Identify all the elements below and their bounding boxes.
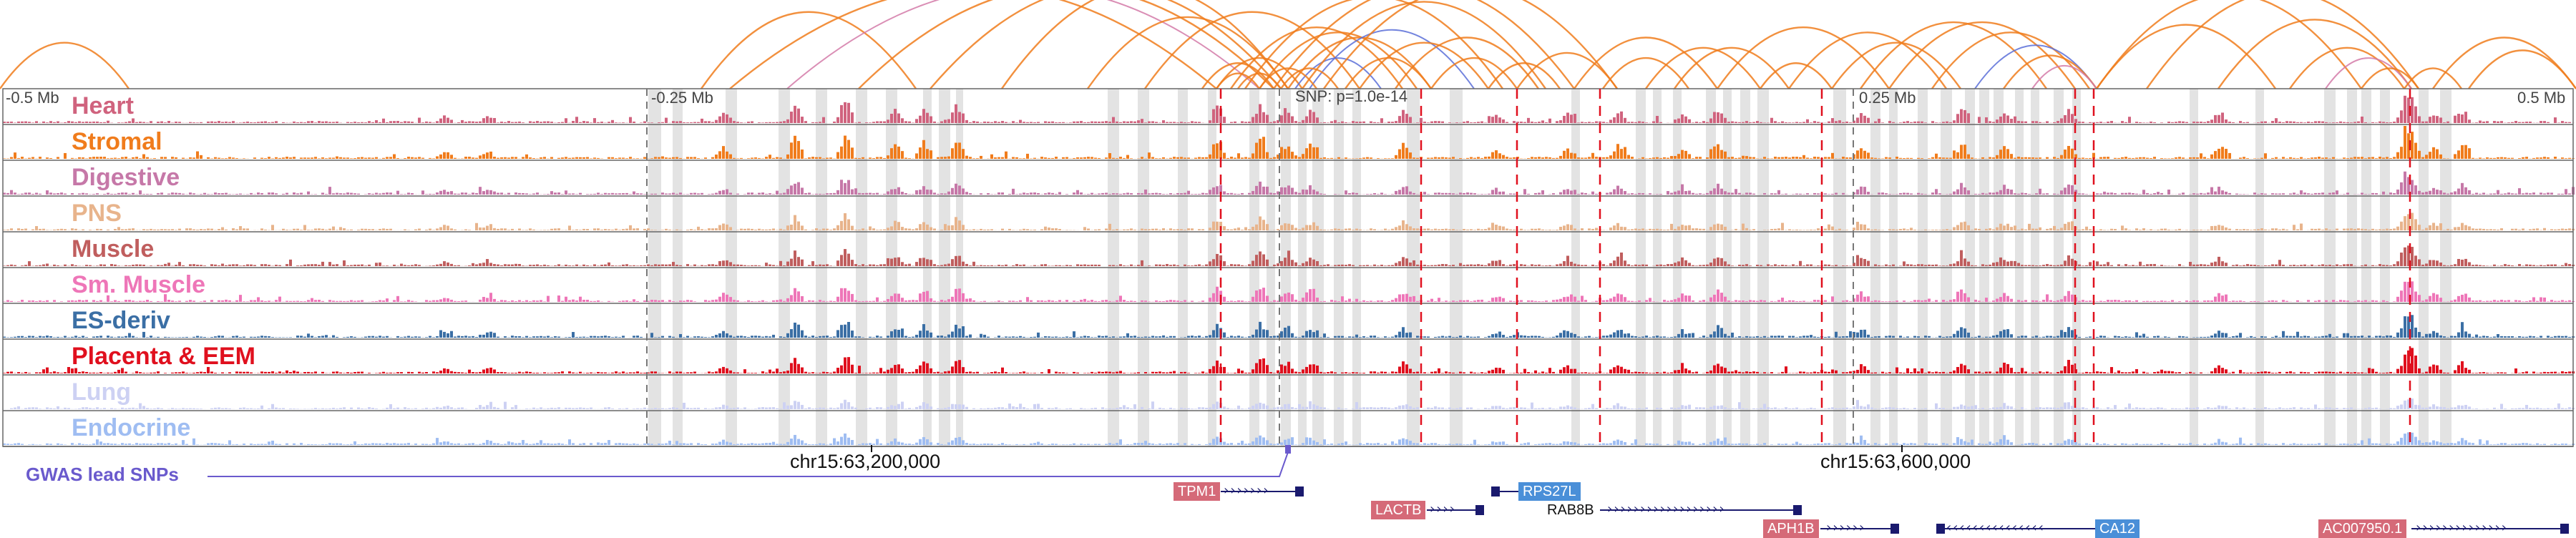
scale-label-plus-05: 0.5 Mb	[2517, 89, 2565, 107]
track-label-pns: PNS	[72, 199, 122, 228]
track-label-placenta-eem: Placenta & EEM	[72, 342, 255, 371]
gene-ac007950[interactable]: ›››››››››››››› AC007950.1	[2318, 519, 2573, 538]
coord-label-1: chr15:63,200,000	[790, 451, 940, 473]
gene-name-ca12: CA12	[2095, 519, 2140, 538]
gene-name-rps27l: RPS27L	[1518, 482, 1581, 501]
gwas-lead-snps-label: GWAS lead SNPs	[26, 464, 179, 486]
gwas-snp-marker[interactable]	[1285, 445, 1291, 454]
gene-rab8b[interactable]: RAB8B ››››››››››››››››››	[1543, 501, 1807, 519]
gene-name-ac007950: AC007950.1	[2318, 519, 2406, 538]
gene-aph1b[interactable]: ›››››› APH1B	[1763, 519, 1906, 538]
gene-lactb[interactable]: ›››› LACTB	[1371, 501, 1485, 519]
gene-name-lactb: LACTB	[1371, 501, 1425, 519]
track-label-es-deriv: ES-deriv	[72, 306, 170, 335]
scale-label-plus-025: 0.25 Mb	[1859, 89, 1916, 107]
gene-name-tpm1: TPM1	[1174, 482, 1220, 501]
scale-label-minus-05: -0.5 Mb	[6, 89, 59, 107]
track-label-lung: Lung	[72, 378, 131, 406]
gene-rps27l[interactable]: RPS27L	[1491, 482, 1584, 501]
track-label-stromal: Stromal	[72, 127, 162, 156]
gene-name-aph1b: APH1B	[1763, 519, 1819, 538]
gene-ca12[interactable]: ‹‹‹‹‹‹‹‹‹‹‹‹‹‹‹ CA12	[1936, 519, 2144, 538]
scale-label-minus-025: -0.25 Mb	[651, 89, 713, 107]
gene-name-rab8b: RAB8B	[1543, 501, 1599, 519]
gwas-leader-line	[208, 452, 1288, 476]
track-label-endocrine: Endocrine	[72, 414, 190, 442]
track-label-muscle: Muscle	[72, 235, 154, 263]
track-label-sm-muscle: Sm. Muscle	[72, 270, 205, 299]
track-label-heart: Heart	[72, 92, 134, 120]
snp-label: SNP: p=1.0e-14	[1295, 87, 1407, 106]
coord-label-2: chr15:63,600,000	[1820, 451, 1971, 473]
track-label-digestive: Digestive	[72, 163, 180, 192]
gene-tpm1[interactable]: ››››››› TPM1	[1174, 482, 1302, 501]
